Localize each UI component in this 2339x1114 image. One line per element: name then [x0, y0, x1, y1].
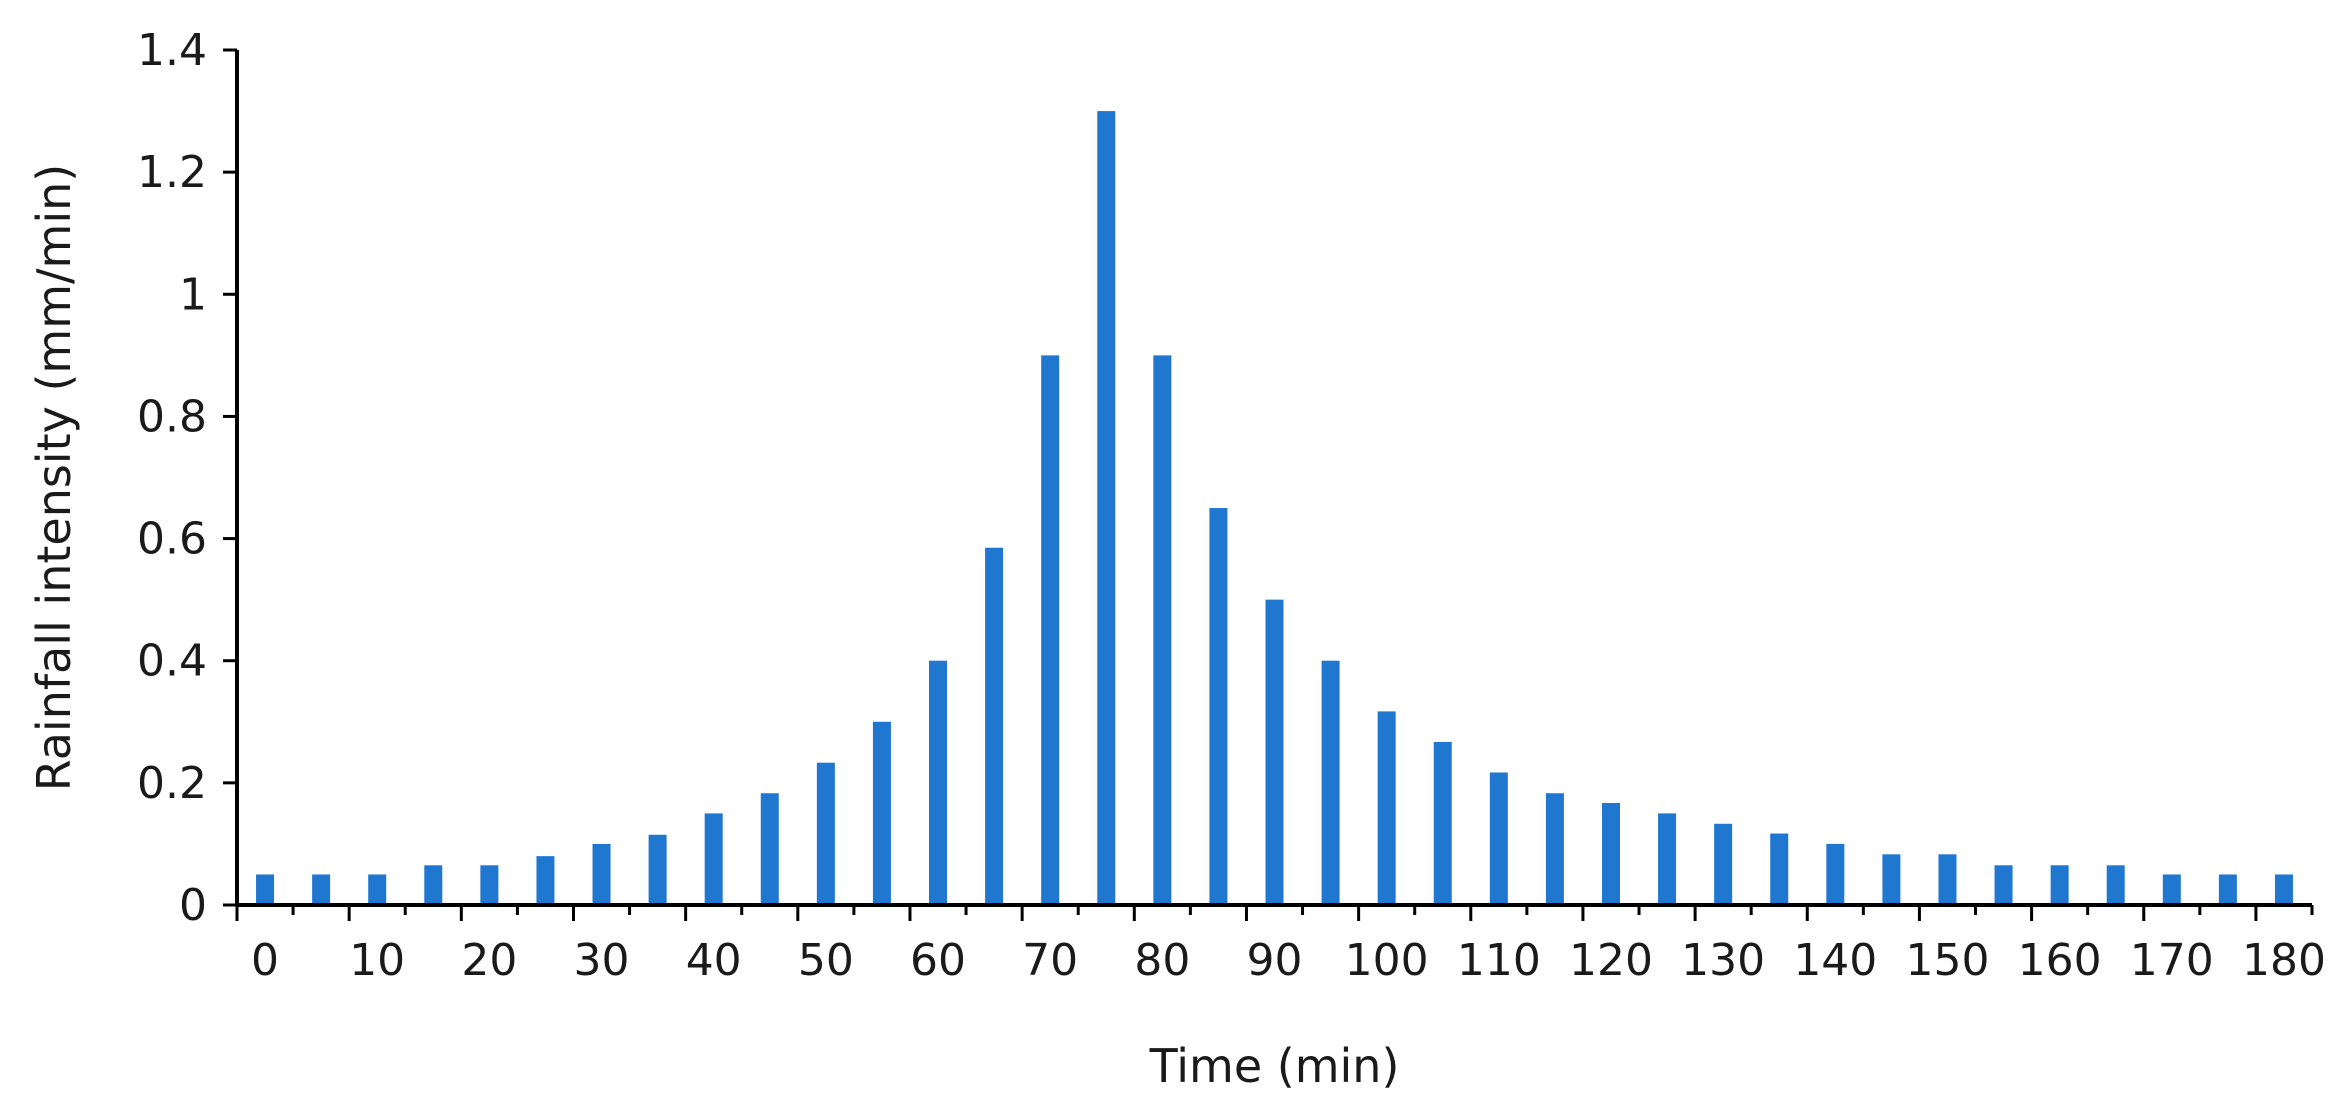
bar-20 — [1377, 711, 1396, 905]
x-tick-label-11: 110 — [1457, 935, 1541, 986]
bar-15 — [1097, 111, 1116, 906]
y-axis-title: Rainfall intensity (mm/min) — [27, 164, 81, 791]
x-tick-label-9: 90 — [1247, 935, 1303, 986]
x-tick-label-3: 30 — [574, 935, 630, 986]
y-tick-label-5: 1 — [179, 269, 207, 320]
x-tick-label-2: 20 — [461, 935, 517, 986]
x-tick-label-5: 50 — [798, 935, 854, 986]
y-tick-label-1: 0.2 — [137, 758, 207, 809]
x-tick-label-6: 60 — [910, 935, 966, 986]
bar-24 — [1601, 803, 1620, 905]
x-tick-label-1: 10 — [349, 935, 405, 986]
bar-14 — [1041, 355, 1060, 905]
y-tick-label-7: 1.4 — [137, 25, 207, 76]
x-tick-label-7: 70 — [1022, 935, 1078, 986]
bar-25 — [1658, 813, 1677, 905]
bar-18 — [1265, 599, 1284, 905]
bar-23 — [1545, 793, 1564, 905]
bar-1 — [312, 874, 331, 905]
bar-27 — [1770, 833, 1789, 905]
bar-6 — [592, 843, 611, 905]
bar-0 — [256, 874, 275, 905]
x-tick-label-8: 80 — [1134, 935, 1190, 986]
bar-36 — [2274, 874, 2293, 905]
y-tick-label-6: 1.2 — [137, 147, 207, 198]
bar-7 — [648, 834, 667, 905]
bar-30 — [1938, 854, 1957, 905]
bar-3 — [424, 865, 443, 905]
bar-19 — [1321, 660, 1340, 905]
bar-26 — [1714, 823, 1733, 905]
bar-series — [256, 111, 2293, 906]
y-tick-label-4: 0.8 — [137, 391, 207, 442]
bar-21 — [1433, 741, 1452, 905]
bar-13 — [985, 547, 1004, 905]
bar-5 — [536, 856, 555, 905]
bar-4 — [480, 865, 499, 905]
x-tick-label-16: 160 — [2018, 935, 2102, 986]
bar-17 — [1209, 508, 1228, 905]
y-tick-label-2: 0.4 — [137, 636, 207, 687]
bar-28 — [1826, 843, 1845, 905]
bar-8 — [704, 813, 723, 905]
x-tick-label-13: 130 — [1681, 935, 1765, 986]
x-tick-label-17: 170 — [2130, 935, 2214, 986]
x-tick-label-0: 0 — [251, 935, 279, 986]
y-tick-label-0: 0 — [179, 880, 207, 931]
bar-31 — [1994, 865, 2013, 905]
y-axis-ticks: 0 0.2 0.4 0.6 0.8 1 1.2 1.4 — [137, 25, 237, 931]
x-tick-label-4: 40 — [686, 935, 742, 986]
bar-29 — [1882, 854, 1901, 905]
bar-32 — [2050, 865, 2069, 905]
bar-10 — [816, 762, 835, 905]
x-tick-label-18: 180 — [2242, 935, 2326, 986]
x-tick-label-14: 140 — [1793, 935, 1877, 986]
bar-2 — [368, 874, 387, 905]
bar-22 — [1489, 772, 1508, 905]
x-axis-ticks: 0 10 20 30 40 50 60 70 80 90 100 110 120 130 140 150 160… — [235, 905, 2326, 986]
x-tick-label-12: 120 — [1569, 935, 1653, 986]
x-tick-label-10: 100 — [1345, 935, 1429, 986]
x-axis-title: Time (min) — [1149, 1039, 1400, 1093]
x-tick-label-15: 150 — [1905, 935, 1989, 986]
bar-35 — [2218, 874, 2237, 905]
bar-16 — [1153, 355, 1172, 905]
bar-12 — [929, 660, 948, 905]
y-tick-label-3: 0.6 — [137, 514, 207, 565]
bar-9 — [760, 793, 779, 905]
bar-34 — [2162, 874, 2181, 905]
bar-11 — [872, 721, 891, 905]
bar-33 — [2106, 865, 2125, 905]
